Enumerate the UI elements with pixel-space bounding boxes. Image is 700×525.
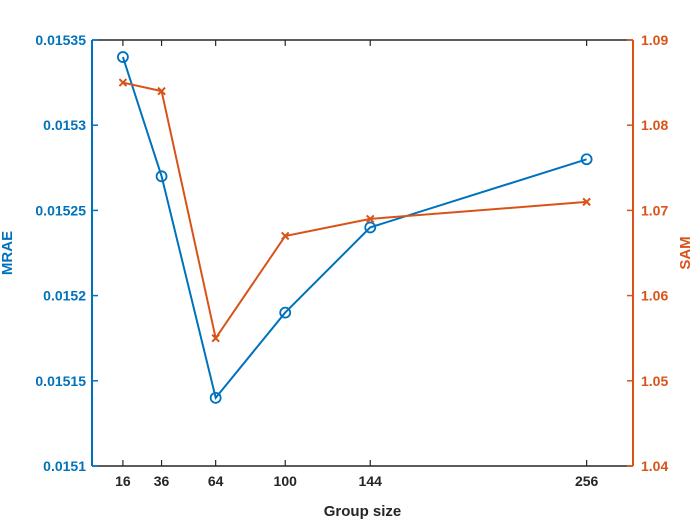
mrae-data-point xyxy=(209,391,222,404)
x-tick-label: 36 xyxy=(154,473,170,489)
left-y-axis-title: MRAE xyxy=(0,231,16,275)
x-axis-title: Group size xyxy=(324,503,402,520)
mrae-data-point xyxy=(580,153,593,166)
x-tick-label: 256 xyxy=(575,473,599,489)
left-y-tick-label: 0.01515 xyxy=(35,373,86,389)
right-y-tick-label: 1.06 xyxy=(641,288,668,304)
left-y-tick-label: 0.0153 xyxy=(43,117,86,133)
sam-series-line xyxy=(122,81,587,341)
sam-data-point xyxy=(582,197,591,207)
sam-data-point xyxy=(211,333,220,343)
x-tick-label: 16 xyxy=(115,473,131,489)
right-y-axis-title: SAM xyxy=(677,236,694,269)
sam-data-point xyxy=(157,86,166,96)
right-y-tick-label: 1.07 xyxy=(641,202,668,218)
mrae-data-point xyxy=(117,51,129,63)
mrae-data-point xyxy=(155,170,168,183)
left-y-tick-label: 0.01535 xyxy=(35,32,86,48)
right-y-tick-label: 1.04 xyxy=(641,458,668,474)
sam-data-point xyxy=(281,231,290,241)
series-layer xyxy=(117,51,593,404)
sam-data-point xyxy=(366,214,375,224)
mrae-data-point xyxy=(364,221,377,234)
left-y-tick-label: 0.0151 xyxy=(43,458,86,474)
axes-layer: 16 36 64 100 144 256 0.0151 0.01515 0.0152 0.0152… xyxy=(35,32,668,489)
right-y-tick-label: 1.08 xyxy=(641,117,668,133)
right-y-tick-label: 1.09 xyxy=(641,32,668,48)
right-y-tick-label: 1.05 xyxy=(641,373,668,389)
left-y-tick-label: 0.0152 xyxy=(43,288,86,304)
mrae-data-point xyxy=(279,306,292,319)
x-tick-label: 64 xyxy=(208,473,224,489)
sam-data-point xyxy=(118,78,128,87)
x-tick-label: 144 xyxy=(359,473,383,489)
left-y-tick-label: 0.01525 xyxy=(35,202,86,218)
x-tick-label: 100 xyxy=(274,473,298,489)
